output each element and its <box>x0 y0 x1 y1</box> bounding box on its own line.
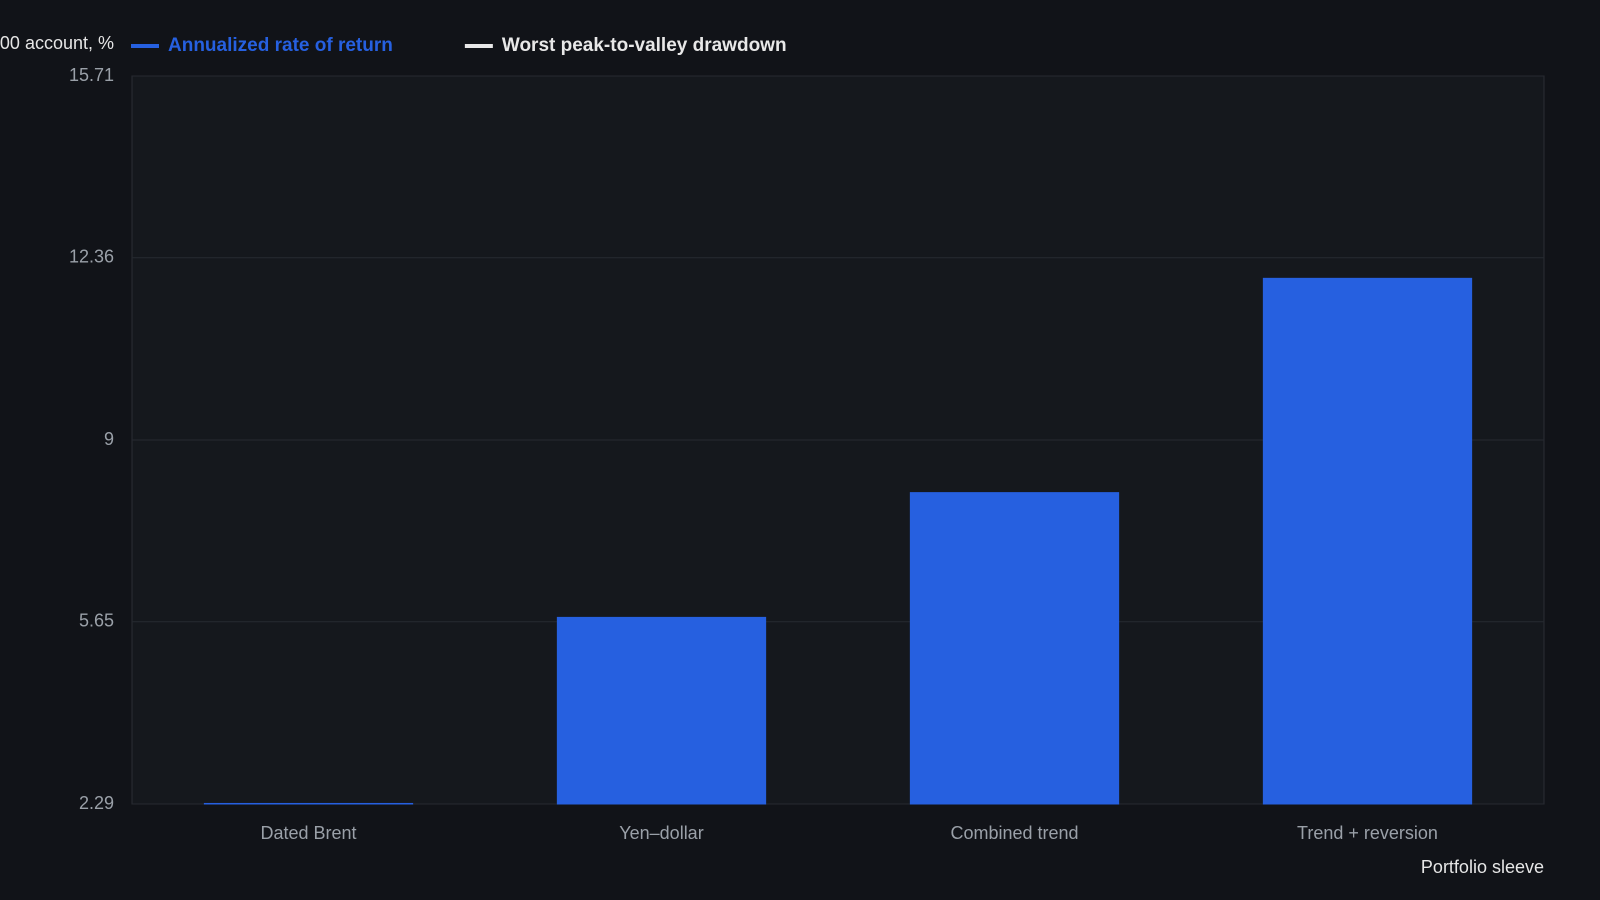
x-tick-label: Yen–dollar <box>619 823 703 843</box>
y-tick-label: 15.71 <box>69 65 114 85</box>
bar <box>1262 277 1473 805</box>
x-tick-label: Trend + reversion <box>1297 823 1438 843</box>
bar <box>909 492 1120 805</box>
legend-label: Worst peak-to-valley drawdown <box>502 35 787 56</box>
bar <box>203 802 414 805</box>
y-tick-label: 2.29 <box>79 793 114 813</box>
y-tick-label: 5.65 <box>79 610 114 630</box>
x-axis-label: Portfolio sleeve <box>1421 857 1544 877</box>
x-tick-label: Dated Brent <box>260 823 356 843</box>
legend-label: Annualized rate of return <box>168 35 393 56</box>
x-tick-label: Combined trend <box>950 823 1078 843</box>
y-tick-label: 9 <box>104 429 114 449</box>
y-axis-label: 00 account, % <box>0 33 114 53</box>
bar <box>556 616 767 805</box>
y-tick-label: 12.36 <box>69 246 114 266</box>
